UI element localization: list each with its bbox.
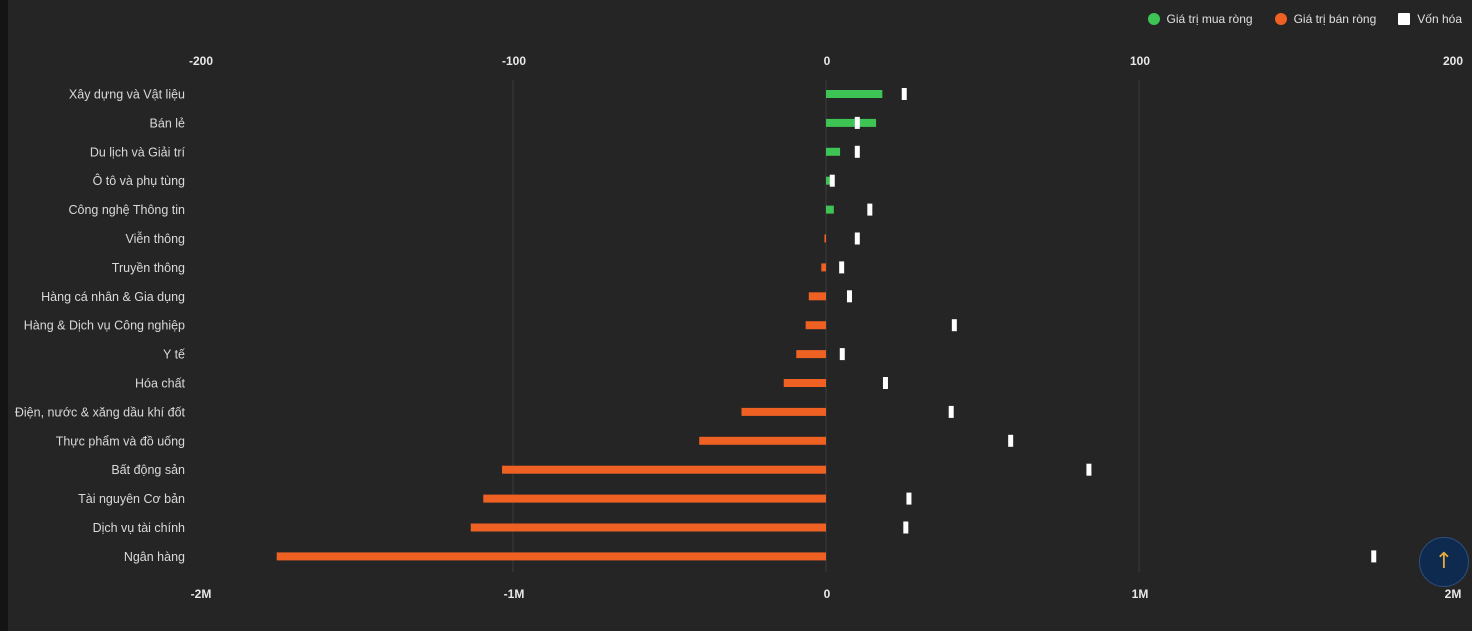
- cap-marker: [829, 174, 835, 187]
- cap-marker: [1371, 550, 1377, 563]
- top-axis-tick-label: 0: [824, 54, 831, 68]
- legend-buy-label: Giá trị mua ròng: [1166, 12, 1253, 26]
- cap-marker: [854, 116, 860, 129]
- category-label: Dịch vụ tài chính: [93, 521, 185, 535]
- chart-legend: Giá trị mua ròng Giá trị bán ròng Vốn hó…: [1147, 10, 1462, 28]
- legend-item-cap[interactable]: Vốn hóa: [1398, 12, 1462, 26]
- cap-marker: [906, 492, 912, 505]
- category-label: Bán lẻ: [150, 116, 185, 130]
- sell-bar: [276, 552, 826, 561]
- category-label: Ngân hàng: [124, 550, 185, 564]
- category-label: Ô tô và phụ tùng: [93, 173, 185, 188]
- category-label: Thực phẩm và đồ uống: [56, 434, 185, 448]
- sell-bar: [783, 379, 826, 387]
- scroll-to-top-button[interactable]: ↑: [1419, 537, 1469, 587]
- cap-marker: [948, 405, 954, 418]
- arrow-up-icon: ↑: [1434, 549, 1454, 574]
- sell-bar: [821, 263, 826, 272]
- category-label: Hóa chất: [135, 377, 186, 391]
- category-label: Viễn thông: [125, 231, 185, 246]
- category-label: Tài nguyên Cơ bản: [78, 492, 185, 506]
- legend-sell-label: Giá trị bán ròng: [1293, 12, 1377, 26]
- top-axis-tick-label: -100: [502, 54, 526, 68]
- sell-bar: [824, 234, 826, 243]
- top-axis-tick-label: 100: [1130, 54, 1150, 68]
- buy-bar: [826, 147, 841, 156]
- legend-item-sell[interactable]: Giá trị bán ròng: [1274, 12, 1377, 26]
- sell-bar: [796, 350, 826, 359]
- bottom-axis-tick-label: -2M: [191, 587, 212, 601]
- sell-bar: [808, 292, 826, 301]
- legend-cap-marker: [1398, 13, 1411, 25]
- cap-marker: [854, 145, 860, 158]
- bottom-axis-tick-label: 2M: [1445, 587, 1462, 601]
- category-label: Công nghệ Thông tin: [68, 203, 185, 217]
- bottom-axis-tick-label: 0: [824, 587, 831, 601]
- category-label: Xây dựng và Vật liệu: [69, 88, 185, 102]
- cap-marker: [1008, 434, 1014, 447]
- category-label: Bất động sản: [111, 463, 185, 477]
- sell-bar: [483, 494, 826, 503]
- sell-bar: [502, 465, 826, 474]
- sell-bar: [741, 407, 826, 416]
- sell-bar: [699, 436, 826, 445]
- cap-marker: [839, 261, 845, 274]
- category-label: Hàng & Dịch vụ Công nghiệp: [24, 319, 185, 333]
- top-axis-tick-label: 200: [1443, 54, 1463, 68]
- bottom-axis-tick-label: 1M: [1132, 587, 1149, 601]
- legend-item-buy[interactable]: Giá trị mua ròng: [1147, 12, 1253, 26]
- cap-marker: [867, 203, 873, 216]
- legend-sell-marker: [1274, 13, 1287, 25]
- buy-bar: [826, 90, 883, 98]
- category-label: Truyền thông: [112, 261, 185, 275]
- buy-bar: [826, 118, 877, 127]
- sell-bar: [805, 321, 826, 330]
- cap-marker: [854, 232, 860, 245]
- category-label: Hàng cá nhân & Gia dụng: [41, 290, 185, 304]
- cap-marker: [882, 377, 888, 389]
- top-axis-tick-label: -200: [189, 54, 213, 68]
- cap-marker: [901, 88, 907, 100]
- cap-marker: [951, 319, 957, 332]
- category-label: Điện, nước & xăng dầu khí đốt: [15, 405, 186, 419]
- legend-buy-marker: [1147, 13, 1160, 25]
- cap-marker: [846, 290, 852, 303]
- cap-marker: [903, 521, 909, 534]
- buy-bar: [826, 205, 834, 214]
- sell-bar: [470, 523, 826, 532]
- category-label: Y tế: [163, 348, 185, 362]
- category-label: Du lịch và Giải trí: [90, 145, 186, 159]
- legend-cap-label: Vốn hóa: [1417, 12, 1462, 26]
- bottom-axis-tick-label: -1M: [504, 587, 525, 601]
- cap-marker: [839, 348, 845, 361]
- cap-marker: [1086, 463, 1092, 476]
